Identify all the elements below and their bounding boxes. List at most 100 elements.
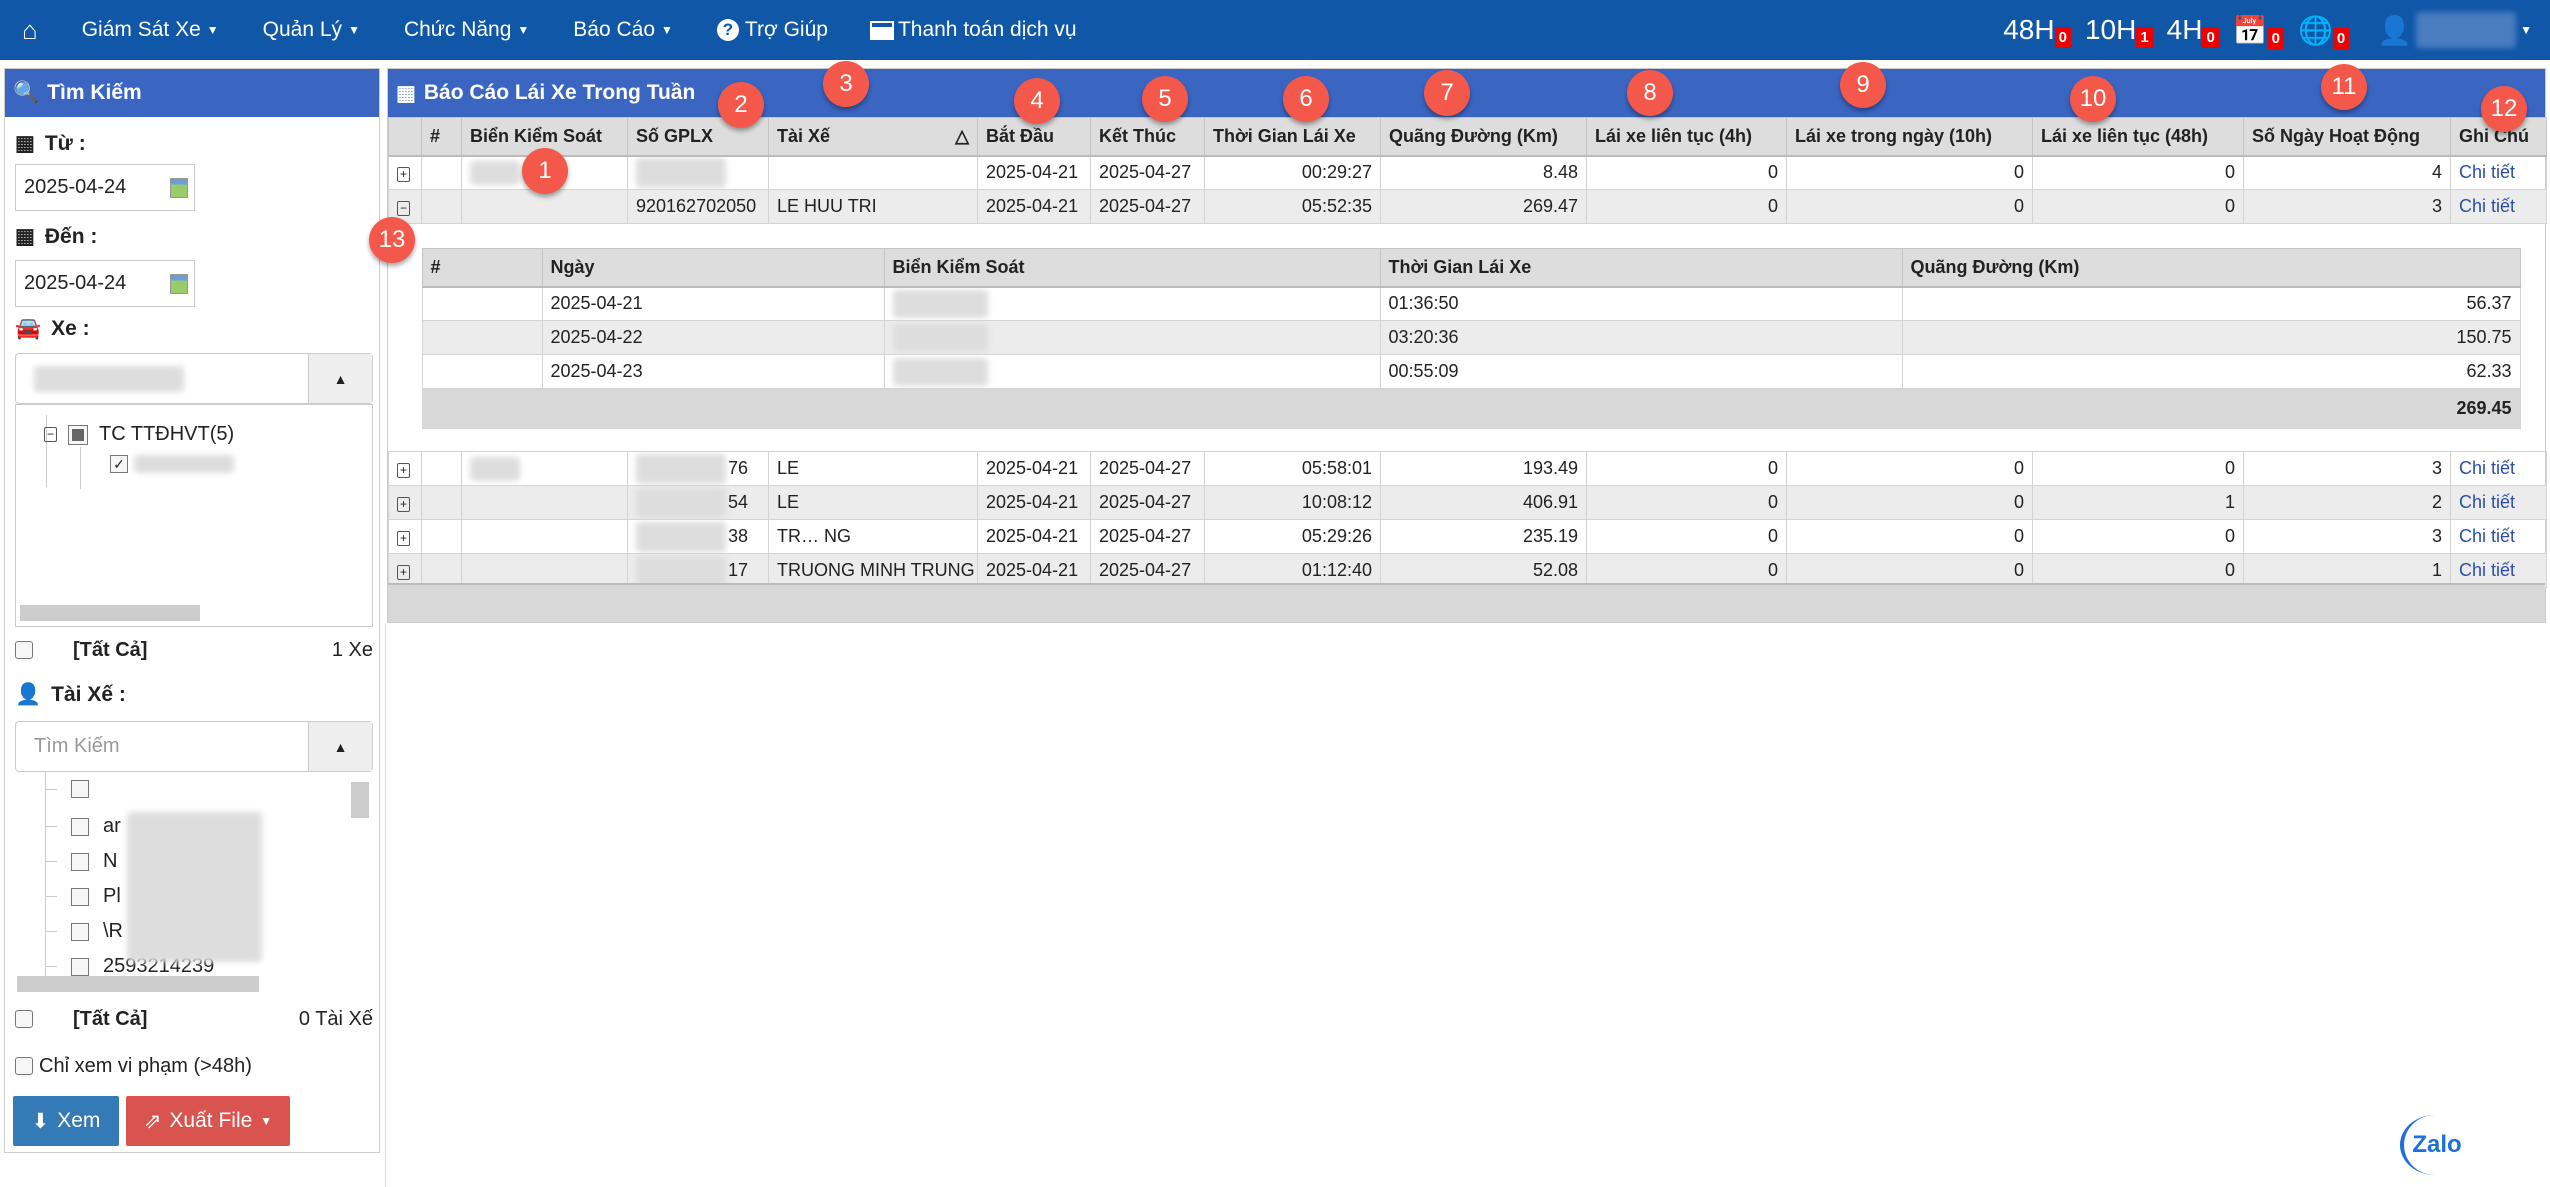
nav-chuc-nang[interactable]: Chức Năng ▼ [404, 18, 529, 42]
detail-distance: 62.33 [1901, 354, 2521, 389]
driver-list-item[interactable]: ar [45, 815, 121, 838]
driver-list-item[interactable]: \R [45, 920, 123, 943]
detail-link[interactable]: Chi tiết [2459, 162, 2516, 183]
detail-link[interactable]: Chi tiết [2459, 196, 2516, 216]
alert-4h[interactable]: 4H 0 [2167, 14, 2219, 48]
home-icon[interactable]: ⌂ [22, 14, 38, 45]
detail-table-row: 2025-04-21 01:36:50 56.37 [421, 286, 2521, 321]
expand-icon[interactable]: + [397, 167, 410, 183]
note-cell: Chi tiết [2450, 451, 2547, 486]
select-all-checkbox[interactable] [15, 1010, 33, 1028]
column-header[interactable]: Tài Xế △ [768, 117, 978, 157]
violation-checkbox[interactable] [15, 1057, 33, 1075]
detail-link[interactable]: Chi tiết [2459, 526, 2516, 546]
detail-column-header[interactable]: Biển Kiểm Soát [883, 248, 1381, 288]
continuous-4h: 0 [1586, 485, 1787, 520]
alert-10h[interactable]: 10H 1 [2085, 14, 2153, 48]
driver-checkbox[interactable] [71, 957, 89, 976]
active-days: 3 [2243, 519, 2451, 554]
driver-checkbox[interactable] [71, 922, 89, 941]
sort-icon[interactable]: △ [955, 125, 969, 146]
group-checkbox[interactable] [68, 424, 88, 445]
sidebar-title: Tìm Kiếm [47, 81, 142, 104]
select-all-checkbox[interactable] [15, 641, 33, 659]
violation-filter[interactable]: Chỉ xem vi phạm (>48h) [15, 1051, 373, 1081]
driver-checkbox[interactable] [71, 887, 89, 906]
nav-bao-cao[interactable]: Báo Cáo ▼ [573, 18, 673, 42]
driver-checkbox[interactable] [71, 852, 89, 871]
detail-column-header[interactable]: Quãng Đường (Km) [1901, 248, 2521, 288]
detail-column-header[interactable]: # [421, 248, 543, 288]
drive-time: 05:29:26 [1204, 519, 1381, 554]
alert-calendar[interactable]: 📅 0 [2233, 14, 2285, 49]
date-picker-icon[interactable] [170, 177, 188, 198]
expand-cell[interactable]: + [388, 155, 422, 190]
column-header[interactable]: Số Ngày Hoạt Động [2243, 117, 2451, 157]
driver-checkbox[interactable] [71, 817, 89, 836]
alert-48h[interactable]: 48H 0 [2003, 14, 2071, 48]
divider [385, 623, 386, 1187]
horizontal-scrollbar[interactable] [17, 976, 259, 992]
column-header[interactable]: # [421, 117, 462, 157]
zalo-chat-button[interactable]: Zalo [2400, 1115, 2470, 1175]
collapse-icon[interactable]: − [44, 427, 57, 442]
vehicle-select[interactable]: ▲ [15, 353, 373, 404]
detail-link[interactable]: Chi tiết [2459, 458, 2516, 478]
expand-cell[interactable]: + [388, 519, 422, 554]
detail-date: 2025-04-23 [541, 354, 885, 389]
detail-link[interactable]: Chi tiết [2459, 560, 2516, 580]
column-header[interactable]: Kết Thúc [1090, 117, 1205, 157]
column-header[interactable]: Thời Gian Lái Xe [1204, 117, 1381, 157]
export-file-button[interactable]: ⇗ Xuất File ▼ [126, 1096, 290, 1146]
nav-thanh-toan[interactable]: Thanh toán dịch vụ [869, 18, 1077, 42]
driver-list-item[interactable]: N [45, 850, 117, 873]
column-header[interactable]: Ghi Chú [2450, 117, 2547, 157]
to-date-input[interactable]: 2025-04-24 [15, 260, 195, 307]
detail-column-header[interactable]: Thời Gian Lái Xe [1379, 248, 1903, 288]
start-date: 2025-04-21 [977, 189, 1091, 224]
note-cell: Chi tiết [2450, 553, 2547, 588]
date-picker-icon[interactable] [170, 273, 188, 294]
detail-link[interactable]: Chi tiết [2459, 492, 2516, 512]
collapse-up-icon[interactable]: ▲ [308, 722, 372, 771]
column-header[interactable] [388, 117, 422, 157]
tree-group[interactable]: − TC TTĐHVT(5) [44, 423, 234, 446]
nav-tro-giup[interactable]: ? Trợ Giúp [716, 18, 828, 42]
nav-quan-ly[interactable]: Quản Lý ▼ [263, 18, 360, 42]
expand-icon[interactable]: + [397, 565, 410, 580]
tree-vehicle-item[interactable]: ✓ [110, 455, 234, 473]
horizontal-scrollbar[interactable] [20, 605, 200, 621]
nav-giam-sat-xe[interactable]: Giám Sát Xe ▼ [82, 18, 219, 42]
alert-count: 0 [2332, 27, 2350, 49]
expand-cell[interactable]: + [388, 485, 422, 520]
expand-cell[interactable]: + [388, 451, 422, 486]
drive-time: 05:52:35 [1204, 189, 1381, 224]
vehicle-checkbox[interactable]: ✓ [110, 455, 128, 473]
column-header[interactable]: Lái xe trong ngày (10h) [1786, 117, 2033, 157]
user-menu[interactable]: 👤 ▼ [2377, 12, 2532, 48]
driver-list-item[interactable] [45, 780, 103, 798]
column-header[interactable]: Lái xe liên tục (4h) [1586, 117, 1787, 157]
from-date-input[interactable]: 2025-04-24 [15, 164, 195, 211]
column-header[interactable]: Quãng Đường (Km) [1380, 117, 1587, 157]
detail-column-header[interactable]: Ngày [541, 248, 885, 288]
select-all-label: [Tất Cả] [73, 1007, 148, 1030]
expand-cell[interactable]: + [388, 553, 422, 588]
caret-down-icon: ▼ [517, 23, 530, 37]
drive-time: 10:08:12 [1204, 485, 1381, 520]
column-header[interactable]: Lái xe liên tục (48h) [2032, 117, 2244, 157]
collapse-up-icon[interactable]: ▲ [308, 354, 372, 403]
detail-date: 2025-04-22 [541, 320, 885, 355]
nav-label: Trợ Giúp [744, 18, 828, 41]
collapse-icon[interactable]: − [397, 201, 410, 216]
expand-icon[interactable]: + [397, 497, 410, 512]
driver-checkbox[interactable] [71, 780, 89, 798]
alert-globe[interactable]: 🌐 0 [2298, 14, 2350, 49]
expand-icon[interactable]: + [397, 463, 410, 478]
driver-list-item[interactable]: Pl [45, 885, 121, 908]
driver-search-input[interactable]: Tìm Kiếm ▲ [15, 721, 373, 772]
view-button[interactable]: ⬇ Xem [13, 1096, 119, 1146]
vertical-scrollbar[interactable] [351, 782, 369, 818]
nav-label: Giám Sát Xe [81, 18, 201, 41]
expand-icon[interactable]: + [397, 531, 410, 546]
